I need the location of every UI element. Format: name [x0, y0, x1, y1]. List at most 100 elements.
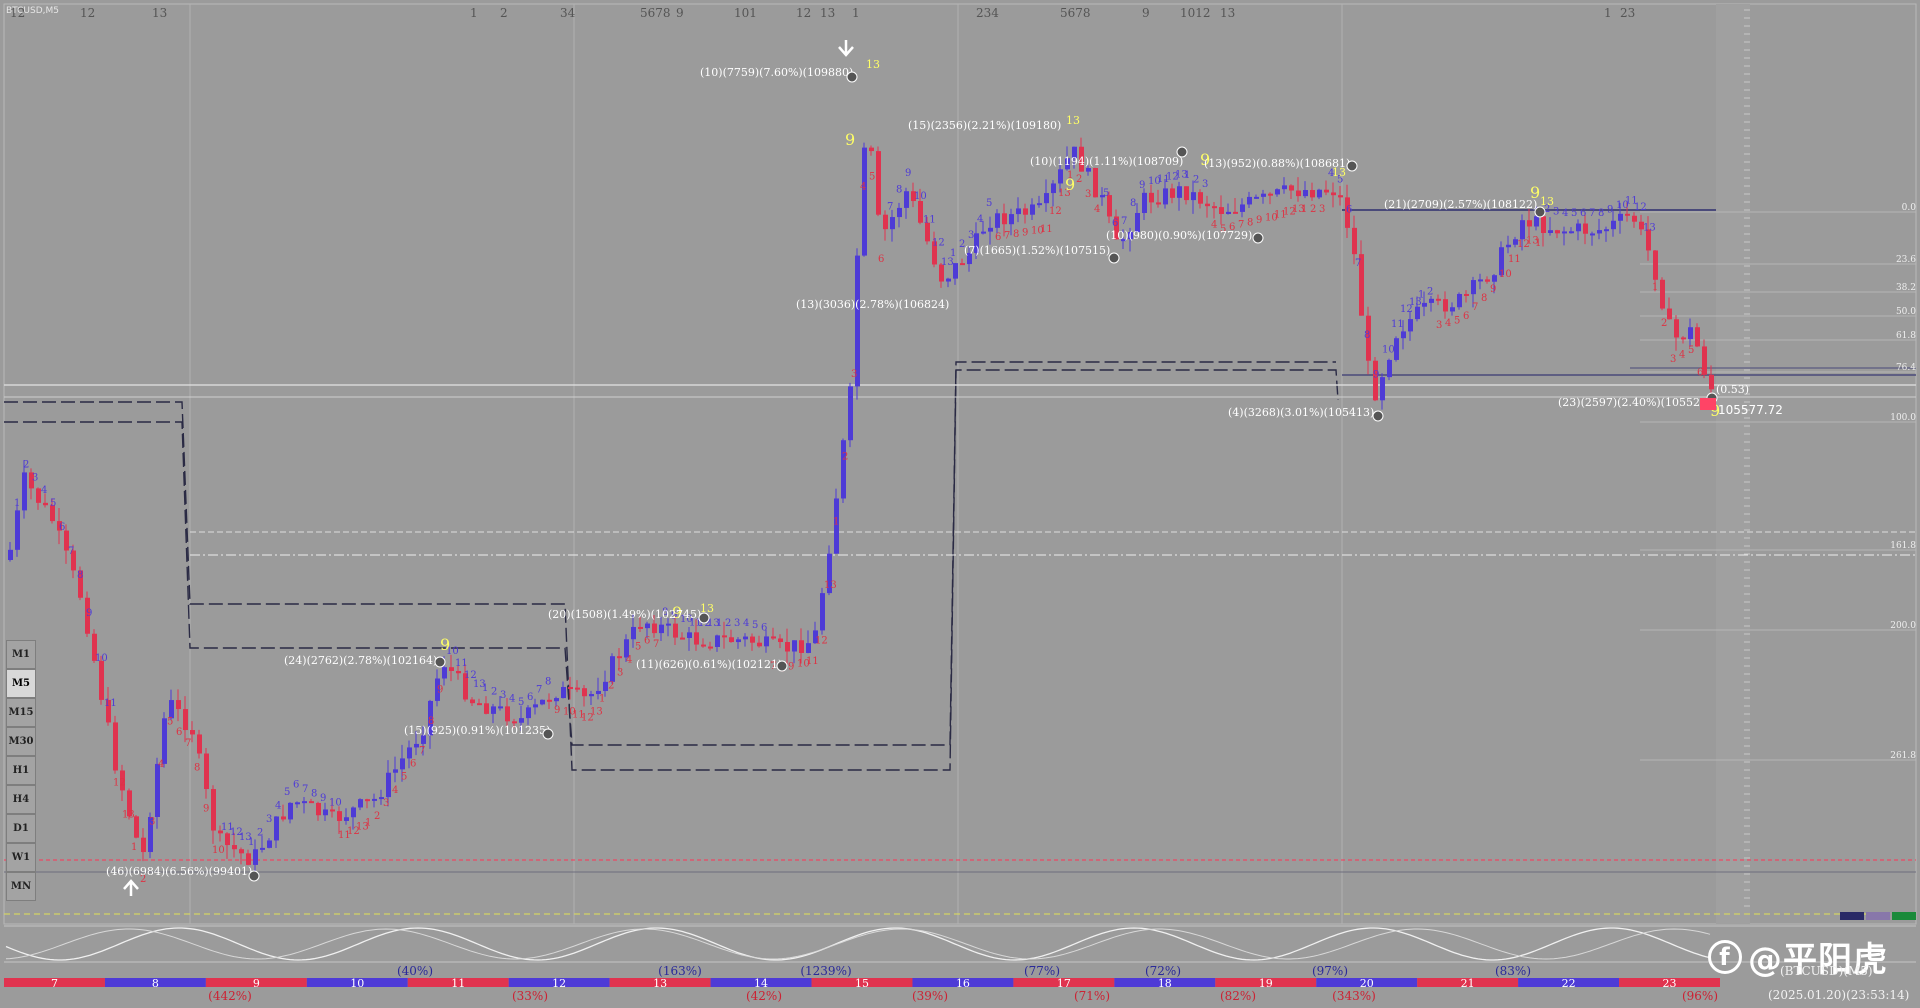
count-label: 13 — [473, 679, 486, 690]
count-label: 10 — [914, 191, 927, 202]
count-label: 12 — [230, 827, 243, 838]
count-label: 5 — [1454, 316, 1460, 327]
candle-body — [666, 623, 671, 626]
candle-body — [603, 681, 608, 691]
count-label: 3 — [1202, 179, 1208, 190]
candle-body — [1408, 319, 1413, 332]
count-label: 3 — [1085, 189, 1091, 200]
swing-point — [248, 870, 260, 882]
count-label: 7 — [536, 684, 542, 695]
count-label: 10 — [797, 659, 810, 670]
tf-m15-button[interactable]: M15 — [6, 698, 36, 727]
candle-body — [645, 623, 650, 629]
candle-body — [967, 252, 972, 265]
candle-body — [1121, 239, 1126, 242]
candle-body — [764, 636, 769, 647]
td-nine-label: 9 — [1530, 183, 1540, 202]
count-label: 8 — [1598, 208, 1604, 219]
tf-d1-button[interactable]: D1 — [6, 814, 36, 843]
candle-body — [827, 553, 832, 594]
tf-m1-button[interactable]: M1 — [6, 640, 36, 669]
candle-body — [1114, 216, 1119, 240]
count-label: 9 — [86, 608, 92, 619]
count-label: 7 — [1121, 216, 1127, 227]
candle-body — [806, 643, 811, 653]
td-nine-label: 9 — [1200, 150, 1210, 169]
count-label: 12 — [347, 826, 360, 837]
candle-body — [127, 790, 132, 817]
candle-body — [1079, 146, 1084, 172]
top-count-label: 101 — [734, 6, 757, 20]
swing-annotation: (20)(1508)(1.49%)(102745) — [548, 608, 701, 621]
candle-body — [1401, 331, 1406, 339]
candle-body — [1485, 279, 1490, 282]
candle-body — [1149, 192, 1154, 203]
candle-body — [1268, 193, 1273, 196]
band-segment-label: 13 — [653, 977, 667, 990]
tf-h1-button[interactable]: H1 — [6, 756, 36, 785]
candle-body — [750, 636, 755, 643]
count-label: 9 — [671, 610, 677, 621]
candle-body — [358, 799, 363, 808]
count-label: 4 — [743, 618, 749, 629]
candle-body — [1695, 327, 1700, 347]
top-count-label: 13 — [1220, 6, 1235, 20]
top-count-label: 12 — [80, 6, 95, 20]
candle-body — [897, 207, 902, 218]
candle-body — [498, 706, 503, 709]
tf-w1-button[interactable]: W1 — [6, 843, 36, 872]
candle-body — [414, 743, 419, 748]
band-segment — [811, 978, 913, 987]
candle-body — [1254, 196, 1259, 199]
count-label: 8 — [311, 789, 317, 800]
candle-body — [43, 502, 48, 506]
count-label: 8 — [662, 607, 668, 618]
tf-mn-button[interactable]: MN — [6, 872, 36, 901]
candle-body — [1555, 230, 1560, 234]
band-upper-pct: (163%) — [658, 964, 702, 978]
band-lower-pct: (96%) — [1682, 989, 1718, 1003]
count-label: 11 — [221, 822, 234, 833]
candle-body — [365, 799, 370, 802]
count-label: 10 — [1265, 212, 1278, 223]
count-label: 2 — [491, 686, 497, 697]
band-segment — [104, 978, 206, 987]
candle-body — [1086, 167, 1091, 172]
swing-annotation: (0.53) — [1716, 383, 1749, 396]
count-label: 12 — [464, 670, 477, 681]
td-thirteen-label: 13 — [1540, 195, 1554, 208]
candle-body — [1667, 308, 1672, 320]
top-count-label: 1 — [470, 6, 478, 20]
band-lower-pct: (39%) — [912, 989, 948, 1003]
tf-h4-button[interactable]: H4 — [6, 785, 36, 814]
band-lower-pct: (42%) — [746, 989, 782, 1003]
tf-m30-button[interactable]: M30 — [6, 727, 36, 756]
band-segment-label: 15 — [855, 977, 869, 990]
count-label: 9 — [1139, 180, 1145, 191]
candle-body — [1226, 211, 1231, 215]
count-label: 1 — [950, 248, 956, 259]
candle-body — [344, 817, 349, 821]
top-count-label: 5678 — [640, 6, 671, 20]
tf-m5-button[interactable]: M5 — [6, 669, 36, 698]
candle-body — [1436, 298, 1441, 301]
band-segment-label: 23 — [1663, 977, 1677, 990]
count-label: 10 — [1499, 269, 1512, 280]
candle-body — [1499, 247, 1504, 276]
candle-body — [1513, 239, 1518, 245]
count-label: 10 — [1616, 200, 1629, 211]
count-label: 13 — [1409, 297, 1422, 308]
candle-body — [1464, 293, 1469, 296]
top-count-label: 34 — [560, 6, 576, 20]
candle-body — [1212, 206, 1217, 209]
top-count-label: 1 — [852, 6, 860, 20]
candle-body — [456, 670, 461, 674]
count-label: 3 — [266, 814, 272, 825]
candle-body — [386, 772, 391, 798]
count-label: 12 — [932, 237, 945, 248]
count-label: 9 — [1256, 215, 1262, 226]
count-label: 6 — [995, 232, 1001, 243]
count-label: 3 — [617, 667, 623, 678]
